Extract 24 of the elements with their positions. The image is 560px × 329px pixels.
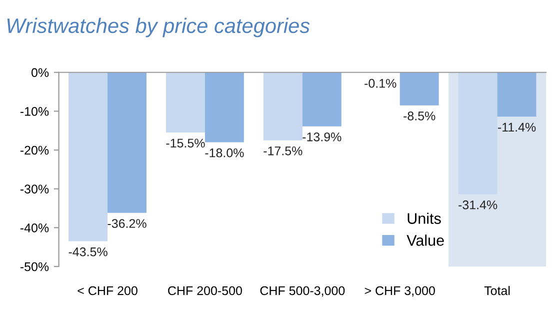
x-tick-label: CHF 200-500	[168, 286, 242, 296]
data-label: -36.2%	[108, 219, 146, 228]
data-label: -43.5%	[68, 247, 108, 256]
x-tick-label: Total	[484, 286, 510, 296]
data-label: -15.5%	[166, 138, 205, 148]
y-tick-label: -50%	[20, 262, 49, 272]
data-label: -31.4%	[458, 200, 498, 210]
y-tick-label: -40%	[20, 223, 49, 232]
data-label: -13.9%	[302, 132, 342, 142]
y-tick-label: -20%	[20, 146, 49, 155]
y-tick-label: -10%	[20, 107, 49, 116]
legend-label: Units	[408, 212, 441, 224]
data-label: -11.4%	[498, 122, 536, 132]
legend-label: Value	[406, 234, 444, 246]
y-tick-label: 0%	[32, 68, 49, 78]
data-label: -0.1%	[364, 78, 396, 88]
data-label: -18.0%	[205, 148, 244, 158]
x-tick-label: CHF 500-3,000	[260, 286, 345, 297]
y-tick-label: -30%	[20, 184, 49, 194]
x-tick-label: < CHF 200	[78, 286, 138, 296]
chart-title: Wristwatches by price categories	[7, 18, 310, 38]
data-label: -17.5%	[264, 146, 302, 156]
data-label: -8.5%	[404, 112, 436, 120]
x-tick-label: > CHF 3,000	[364, 286, 435, 297]
